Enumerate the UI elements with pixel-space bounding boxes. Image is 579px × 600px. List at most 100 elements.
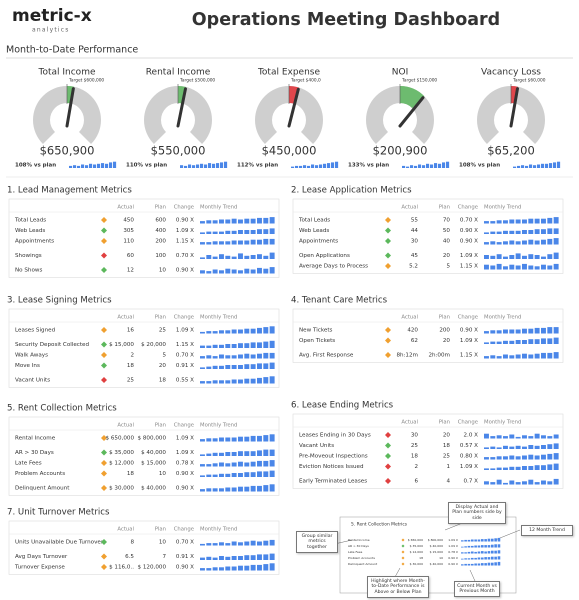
trend-bar	[291, 166, 295, 168]
trend-bar	[522, 481, 527, 485]
trend-bar	[553, 252, 559, 259]
trend-bar	[269, 434, 275, 442]
trend-bar	[490, 341, 496, 344]
trend-bar	[484, 557, 487, 560]
trend-bar	[497, 561, 501, 566]
trend-bar	[522, 446, 527, 449]
trend-bar	[484, 481, 489, 485]
trend-bar	[257, 342, 262, 348]
change-value: 2.0 X	[463, 433, 478, 439]
trend-bar	[257, 254, 262, 259]
column-header: Plan	[155, 527, 166, 533]
trend-bar	[319, 164, 323, 168]
trend-bar	[534, 465, 540, 470]
trend-bar	[244, 472, 250, 477]
trend-bar	[206, 331, 212, 334]
trend-bar	[101, 163, 105, 168]
trend-bar	[244, 218, 250, 224]
trend-bar	[534, 339, 540, 344]
trend-bar	[250, 472, 256, 477]
mini-status	[401, 550, 405, 554]
trend-bar	[553, 337, 559, 344]
trend-bar	[474, 557, 477, 560]
trend-bar	[464, 539, 467, 542]
trend-bar	[257, 217, 262, 224]
plan-value: 2h:00m	[428, 353, 450, 359]
trend-bar	[225, 437, 231, 442]
trend-bar	[471, 563, 474, 566]
trend-bar	[244, 486, 250, 492]
trend-bar	[263, 217, 269, 224]
trend-bar	[547, 254, 553, 259]
trend-bar	[522, 219, 527, 224]
trend-bar	[534, 455, 540, 460]
column-header: Monthly Trend	[484, 420, 521, 426]
trend-bar	[426, 163, 430, 168]
trend-bar	[212, 269, 218, 274]
column-header: Monthly Trend	[200, 423, 237, 429]
row-label: Open Tickets	[299, 338, 335, 344]
trend-bar	[250, 540, 256, 546]
trend-bar	[244, 451, 250, 456]
gauge-needle	[65, 87, 75, 128]
mini-title: 5. Rent Collection Metrics	[351, 522, 408, 528]
trend-bar	[206, 355, 212, 359]
trend-bar	[547, 238, 553, 245]
trend-bar	[212, 365, 218, 369]
column-header: Monthly Trend	[200, 527, 237, 533]
trend-bar	[200, 242, 205, 245]
change-value: 0.78 X	[176, 461, 194, 467]
row-label: Total Leads	[14, 218, 46, 224]
trend-bar	[219, 556, 224, 560]
trend-bar	[528, 445, 534, 449]
trend-bar	[446, 161, 450, 168]
trend-bar	[244, 555, 250, 560]
trend-bar	[503, 230, 508, 234]
trend-bar	[528, 239, 534, 245]
trend-bar	[484, 356, 489, 359]
trend-bar	[212, 220, 218, 224]
trend-bar	[481, 557, 484, 560]
actual-value: 8	[130, 540, 134, 546]
trend-bar	[206, 242, 212, 245]
row-label: Vacant Units	[299, 443, 334, 449]
trend-bar	[471, 539, 474, 542]
trend-bar	[206, 488, 212, 492]
row-label: Web Leads	[299, 228, 329, 234]
trend-bar	[517, 165, 521, 168]
mini-change: 0.90 X	[448, 556, 458, 560]
trend-bar	[225, 380, 231, 384]
gauge-title: Total Income	[38, 68, 96, 78]
row-label: Web Leads	[15, 228, 45, 234]
trend-bar	[200, 543, 205, 546]
trend-bar	[503, 354, 508, 359]
trend-bar	[515, 436, 521, 439]
status-indicator	[385, 263, 391, 269]
trend-bar	[206, 438, 212, 442]
trend-bar	[494, 544, 497, 548]
trend-bar	[244, 343, 250, 348]
trend-bar	[219, 344, 224, 348]
trend-bar	[553, 463, 559, 470]
actual-value: 30	[411, 239, 419, 245]
change-value: 0.80 X	[460, 454, 478, 460]
trend-bar	[323, 163, 327, 168]
status-indicator	[385, 217, 391, 223]
trend-bar	[461, 552, 464, 554]
trend-bar	[219, 452, 224, 456]
trend-bar	[553, 238, 559, 245]
trend-bar	[496, 447, 502, 449]
trend-bar	[503, 467, 508, 470]
trend-bar	[515, 253, 521, 259]
trend-bar	[200, 568, 205, 571]
trend-bar	[528, 218, 534, 224]
section-title: 7. Unit Turnover Metrics	[7, 508, 110, 518]
change-value: 0.55 X	[176, 378, 194, 384]
row-label: Pre-Moveout Inspections	[299, 454, 368, 460]
trend-bar	[238, 565, 243, 571]
actual-value: 8h:12m	[396, 353, 418, 359]
trend-bar	[257, 229, 262, 234]
change-value: 0.70 X	[176, 540, 194, 546]
trend-bar	[269, 340, 275, 348]
trend-bar	[515, 265, 521, 270]
